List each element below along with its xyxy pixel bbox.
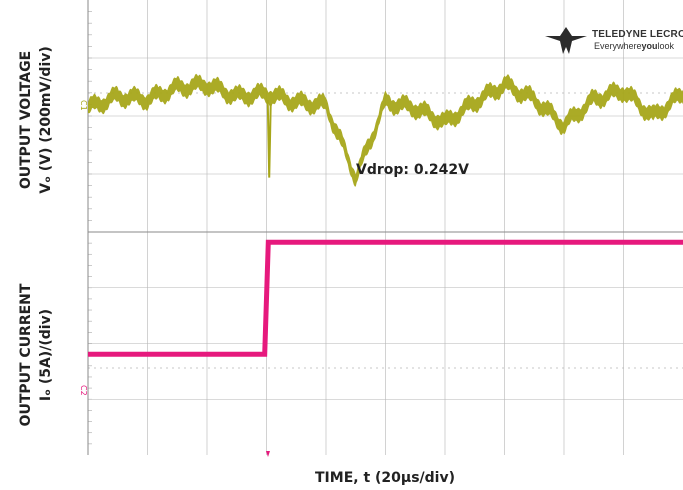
vdrop-annotation: Vdrop: 0.242V: [356, 162, 469, 178]
logo-tagline: Everywhereyoulook: [594, 41, 675, 51]
ylabel-current-line2: Iₒ (5A)/(div): [38, 309, 54, 401]
logo-brand: TELEDYNE LECROY: [592, 29, 683, 40]
graticule: [88, 0, 683, 455]
trigger-marker: [266, 451, 270, 457]
traces: [88, 73, 683, 357]
ylabel-voltage-line1: OUTPUT VOLTAGE: [18, 51, 34, 189]
current-trace: [88, 239, 683, 357]
voltage-trace: [88, 73, 683, 187]
ch2-marker: C2: [79, 385, 88, 396]
voltage-drop-spike: [266, 99, 272, 178]
logo-mark-icon: [545, 27, 587, 54]
teledyne-lecroy-logo: TELEDYNE LECROY Everywhereyoulook: [545, 27, 683, 54]
ch1-marker: C1: [79, 100, 88, 111]
xlabel: TIME, t (20µs/div): [315, 470, 455, 486]
ylabel-current-line1: OUTPUT CURRENT: [18, 283, 34, 426]
ylabel-voltage-line2: Vₒ (V) (200mV/div): [38, 46, 54, 194]
